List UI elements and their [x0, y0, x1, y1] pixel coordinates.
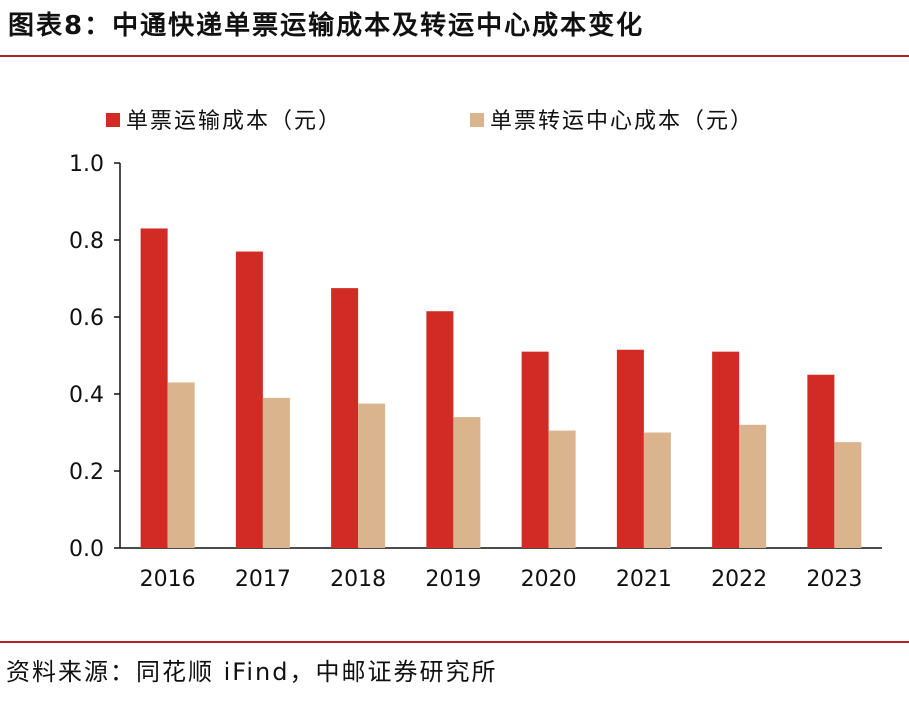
bar-transport-cost — [331, 288, 359, 548]
y-tick-label: 0.0 — [69, 537, 104, 562]
source-note: 资料来源：同花顺 iFind，中邮证券研究所 — [6, 658, 498, 686]
bar-transport-cost — [616, 349, 644, 548]
bar-center-cost — [643, 432, 671, 548]
bar-transport-cost — [521, 351, 549, 548]
y-tick-label: 1.0 — [69, 152, 104, 177]
x-tick-label: 2023 — [806, 567, 862, 592]
legend-swatch-transport — [106, 113, 120, 127]
legend-swatch-center — [470, 113, 484, 127]
legend-label-center: 单票转运中心成本（元） — [490, 109, 754, 134]
legend-label-transport: 单票运输成本（元） — [126, 109, 342, 134]
bar-transport-cost — [712, 351, 740, 548]
bar-transport-cost — [140, 228, 168, 548]
y-tick-label: 0.2 — [69, 460, 104, 485]
x-tick-label: 2018 — [330, 567, 386, 592]
bar-center-cost — [262, 397, 290, 548]
bar-transport-cost — [235, 251, 263, 549]
y-tick-label: 0.8 — [69, 229, 104, 254]
x-tick-label: 2021 — [616, 567, 672, 592]
bar-transport-cost — [426, 311, 454, 548]
bar-center-cost — [358, 403, 386, 548]
x-tick-label: 2019 — [425, 567, 481, 592]
bar-center-cost — [739, 424, 767, 548]
bar-center-cost — [834, 442, 862, 548]
x-tick-label: 2022 — [711, 567, 767, 592]
bar-center-cost — [548, 430, 576, 548]
bar-transport-cost — [807, 374, 835, 548]
x-tick-label: 2020 — [521, 567, 577, 592]
bars — [140, 228, 862, 549]
x-tick-label: 2016 — [140, 567, 196, 592]
chart-title: 图表8：中通快递单票运输成本及转运中心成本变化 — [8, 11, 645, 41]
source-divider — [0, 641, 909, 643]
bar-center-cost — [167, 382, 195, 548]
bar-chart: 单票运输成本（元） 单票转运中心成本（元） 0.0 0.2 0.4 0.6 0.8 1.0… — [69, 109, 882, 592]
axes: 0.0 0.2 0.4 0.6 0.8 1.0 2016 2017 2018 2019 2020 20… — [69, 152, 882, 592]
x-tick-label: 2017 — [235, 567, 291, 592]
y-tick-label: 0.6 — [69, 306, 104, 331]
legend: 单票运输成本（元） 单票转运中心成本（元） — [106, 109, 754, 134]
title-divider — [0, 55, 909, 57]
bar-center-cost — [453, 417, 481, 548]
y-tick-label: 0.4 — [69, 383, 104, 408]
